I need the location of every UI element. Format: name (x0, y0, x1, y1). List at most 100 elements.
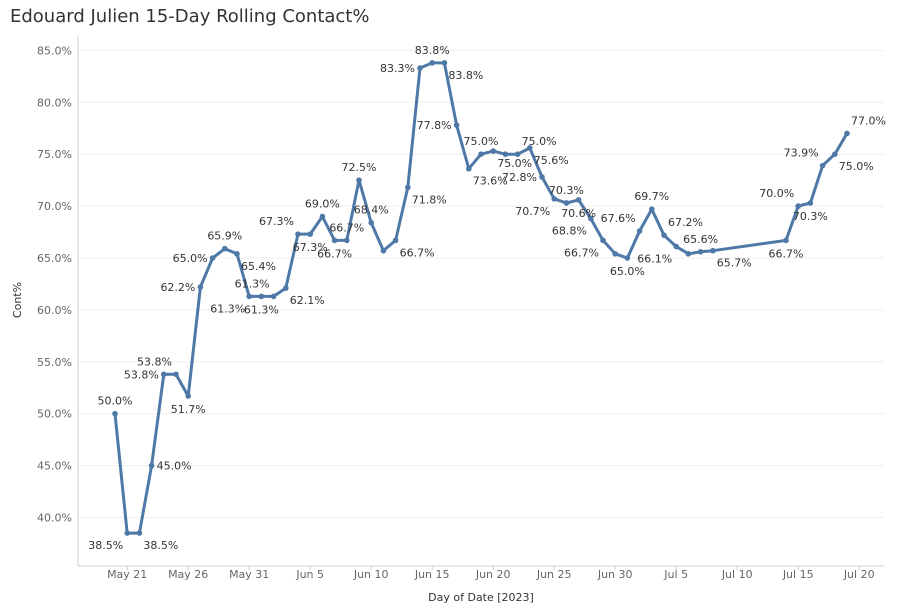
data-point (661, 232, 667, 238)
data-label: 77.0% (851, 114, 886, 127)
data-point (490, 148, 497, 154)
y-axis-title: Cont% (11, 282, 24, 318)
data-label: 66.7% (769, 247, 804, 260)
data-point (795, 203, 801, 209)
data-label: 67.3% (293, 241, 328, 254)
x-tick-label: Jul 15 (782, 568, 814, 581)
data-label: 70.0% (759, 187, 794, 200)
data-point (405, 184, 411, 191)
x-tick-label: May 26 (168, 568, 208, 581)
data-point (649, 206, 655, 213)
data-label: 68.4% (354, 204, 389, 217)
y-tick-label: 60.0% (37, 304, 72, 317)
data-point (612, 251, 618, 257)
data-label: 51.7% (171, 403, 206, 416)
data-point (624, 255, 631, 261)
x-tick-label: Jun 20 (475, 568, 511, 581)
series-line (113, 61, 849, 535)
y-tick-label: 75.0% (37, 148, 72, 161)
x-tick-label: Jul 5 (663, 568, 688, 581)
data-label: 83.3% (380, 62, 415, 75)
data-point (466, 165, 472, 172)
data-point (222, 245, 228, 252)
y-tick-labels: 40.0% 45.0% 50.0% 55.0% 60.0% 65.0% 70.0% 75.0%… (37, 44, 72, 524)
data-label: 75.0% (839, 160, 874, 173)
data-point (161, 371, 167, 378)
data-label: 73.9% (784, 147, 819, 160)
data-label: 66.1% (637, 253, 672, 266)
data-point (575, 197, 582, 203)
y-tick-label: 55.0% (37, 356, 72, 369)
data-point (209, 255, 216, 261)
data-label: 61.3% (244, 303, 279, 316)
data-point (539, 174, 545, 180)
data-point (380, 247, 387, 254)
data-point (417, 65, 423, 71)
data-point (478, 151, 484, 157)
data-label: 67.2% (668, 216, 703, 229)
data-point (234, 251, 240, 257)
data-label: 38.5% (143, 539, 178, 552)
data-point (112, 410, 118, 417)
data-point (783, 237, 789, 244)
data-point (344, 237, 350, 244)
data-label: 45.0% (157, 460, 192, 473)
data-label: 65.7% (717, 257, 752, 270)
data-point (453, 122, 460, 128)
data-point (331, 237, 338, 244)
data-label: 53.8% (137, 355, 172, 368)
data-label: 66.7% (400, 246, 435, 259)
x-tick-label: May 31 (229, 568, 269, 581)
data-label: 62.2% (160, 281, 195, 294)
x-tick-label: Jun 10 (353, 568, 389, 581)
data-point (124, 530, 130, 536)
data-point (197, 284, 204, 290)
data-point (319, 213, 326, 220)
data-label: 65.6% (683, 233, 718, 246)
data-point (429, 60, 436, 66)
data-label: 75.0% (497, 157, 532, 170)
data-label: 53.8% (124, 368, 159, 381)
data-point (807, 200, 814, 206)
y-tick-label: 50.0% (37, 408, 72, 421)
data-label: 72.8% (502, 171, 537, 184)
x-tick-label: Jul 20 (843, 568, 875, 581)
data-label: 61.3% (235, 277, 270, 290)
data-point (710, 247, 716, 254)
data-label: 65.0% (173, 252, 208, 265)
data-label: 75.6% (534, 154, 569, 167)
data-point (295, 231, 301, 237)
data-label: 67.3% (259, 215, 294, 228)
x-tick-label: Jun 25 (536, 568, 572, 581)
data-label: 65.9% (207, 230, 242, 243)
x-tick-label: Jun 5 (295, 568, 324, 581)
data-label: 70.3% (793, 210, 828, 223)
data-point (697, 248, 704, 255)
data-label: 61.3% (210, 302, 245, 315)
y-tick-label: 80.0% (37, 96, 72, 109)
data-point (356, 177, 362, 183)
data-point (307, 231, 314, 237)
data-point (283, 285, 289, 291)
data-label: 66.7% (329, 221, 364, 234)
y-tick-label: 85.0% (37, 44, 72, 57)
data-point (173, 371, 179, 378)
data-point (600, 237, 606, 244)
data-labels: 50.0% 38.5% 38.5% 45.0% 53.8%53.8% 51.7% 62.2%… (88, 44, 886, 552)
data-label: 73.6% (473, 175, 508, 188)
data-point (527, 145, 533, 151)
data-label: 65.4% (241, 260, 276, 273)
data-point (588, 215, 594, 222)
data-points (112, 60, 850, 536)
data-label: 70.6% (561, 207, 596, 220)
data-point (563, 200, 570, 206)
data-label: 70.7% (515, 205, 550, 218)
x-tick-label: Jun 15 (414, 568, 450, 581)
data-point (551, 196, 557, 202)
data-point (685, 251, 692, 257)
data-point (844, 130, 850, 137)
data-label: 68.8% (552, 225, 587, 238)
data-point (270, 293, 277, 300)
data-point (636, 228, 643, 234)
